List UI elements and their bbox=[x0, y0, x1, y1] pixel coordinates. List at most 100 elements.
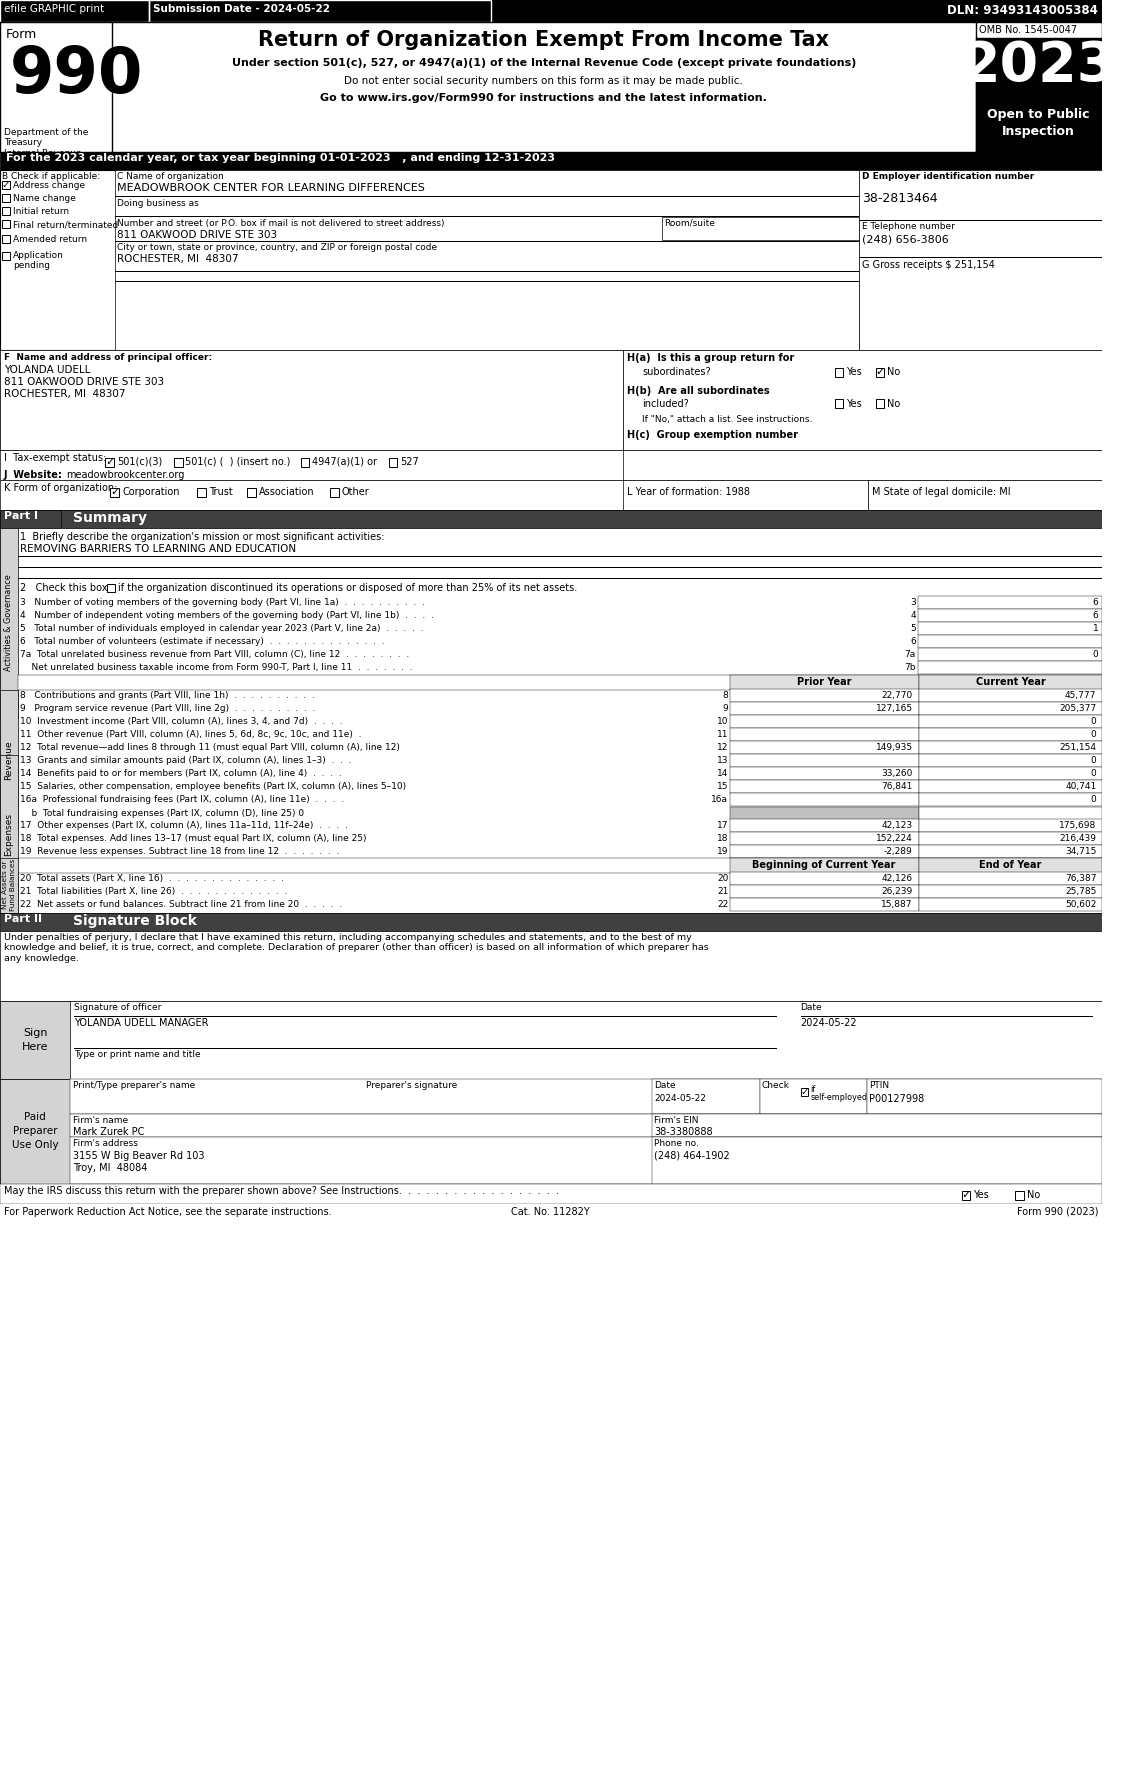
Text: 15: 15 bbox=[717, 782, 728, 791]
Text: subordinates?: subordinates? bbox=[642, 367, 711, 376]
Text: 4   Number of independent voting members of the governing body (Part VI, line 1b: 4 Number of independent voting members o… bbox=[19, 611, 434, 620]
Text: No: No bbox=[887, 367, 901, 376]
Bar bbox=[2, 235, 10, 244]
Bar bbox=[730, 675, 919, 691]
Text: 9: 9 bbox=[723, 705, 728, 713]
Text: L Year of formation: 1988: L Year of formation: 1988 bbox=[627, 487, 750, 496]
Text: 10  Investment income (Part VIII, column (A), lines 3, 4, and 7d)  .  .  .  .: 10 Investment income (Part VIII, column … bbox=[19, 717, 342, 726]
Text: Revenue: Revenue bbox=[5, 740, 14, 781]
Text: 22: 22 bbox=[717, 901, 728, 909]
Text: Net unrelated business taxable income from Form 990-T, Part I, line 11  .  .  . : Net unrelated business taxable income fr… bbox=[19, 662, 412, 673]
Text: YOLANDA UDELL: YOLANDA UDELL bbox=[3, 366, 90, 374]
Bar bbox=[174, 457, 183, 466]
Text: efile GRAPHIC print: efile GRAPHIC print bbox=[3, 4, 104, 14]
Text: meadowbrookcenter.org: meadowbrookcenter.org bbox=[67, 470, 185, 480]
Text: 12: 12 bbox=[717, 743, 728, 752]
Text: Under section 501(c), 527, or 4947(a)(1) of the Internal Revenue Code (except pr: Under section 501(c), 527, or 4947(a)(1)… bbox=[231, 58, 856, 69]
Text: 2023: 2023 bbox=[962, 39, 1115, 94]
Bar bbox=[0, 450, 1102, 480]
Text: 38-2813464: 38-2813464 bbox=[863, 192, 938, 205]
Text: 11: 11 bbox=[717, 729, 728, 738]
Bar bbox=[919, 689, 1102, 703]
Text: Yes: Yes bbox=[847, 399, 863, 410]
Text: ROCHESTER, MI  48307: ROCHESTER, MI 48307 bbox=[3, 389, 125, 399]
Text: 7a  Total unrelated business revenue from Part VIII, column (C), line 12  .  .  : 7a Total unrelated business revenue from… bbox=[19, 650, 409, 659]
Bar bbox=[653, 1114, 1102, 1137]
Text: 152,224: 152,224 bbox=[876, 834, 912, 842]
Text: 2024-05-22: 2024-05-22 bbox=[654, 1093, 706, 1104]
Bar bbox=[730, 858, 919, 872]
Text: ROCHESTER, MI  48307: ROCHESTER, MI 48307 bbox=[117, 254, 238, 263]
Text: 34,715: 34,715 bbox=[1065, 848, 1096, 857]
Text: Yes: Yes bbox=[847, 367, 863, 376]
Bar bbox=[730, 872, 919, 885]
Bar bbox=[919, 703, 1102, 715]
Text: 19  Revenue less expenses. Subtract line 18 from line 12  .  .  .  .  .  .  .: 19 Revenue less expenses. Subtract line … bbox=[19, 848, 339, 857]
Bar bbox=[730, 754, 919, 766]
Text: Amended return: Amended return bbox=[12, 235, 87, 244]
Bar bbox=[0, 1001, 70, 1079]
Bar bbox=[0, 350, 623, 450]
Text: 19: 19 bbox=[717, 848, 728, 857]
Bar bbox=[1015, 1190, 1024, 1199]
Bar bbox=[730, 728, 919, 742]
Text: 21  Total liabilities (Part X, line 26)  .  .  .  .  .  .  .  .  .  .  .  .  .: 21 Total liabilities (Part X, line 26) .… bbox=[19, 887, 287, 895]
Text: 42,126: 42,126 bbox=[882, 874, 912, 883]
Bar bbox=[919, 742, 1102, 754]
Bar bbox=[0, 21, 112, 152]
Bar bbox=[0, 913, 1102, 931]
Bar bbox=[0, 1079, 70, 1183]
Text: included?: included? bbox=[642, 399, 689, 410]
Bar bbox=[18, 675, 1102, 691]
Text: 10: 10 bbox=[717, 717, 728, 726]
Text: 40,741: 40,741 bbox=[1065, 782, 1096, 791]
Text: Other: Other bbox=[342, 487, 369, 496]
Bar bbox=[919, 819, 1102, 832]
Text: 9   Program service revenue (Part VIII, line 2g)  .  .  .  .  .  .  .  .  .  .: 9 Program service revenue (Part VIII, li… bbox=[19, 705, 315, 713]
Text: YOLANDA UDELL MANAGER: YOLANDA UDELL MANAGER bbox=[75, 1017, 209, 1028]
Text: if the organization discontinued its operations or disposed of more than 25% of : if the organization discontinued its ope… bbox=[119, 583, 577, 593]
Bar bbox=[919, 793, 1102, 805]
Text: Paid
Preparer
Use Only: Paid Preparer Use Only bbox=[11, 1113, 59, 1150]
Text: b  Total fundraising expenses (Part IX, column (D), line 25) 0: b Total fundraising expenses (Part IX, c… bbox=[19, 809, 304, 818]
Bar bbox=[0, 170, 1102, 350]
Text: 3   Number of voting members of the governing body (Part VI, line 1a)  .  .  .  : 3 Number of voting members of the govern… bbox=[19, 599, 425, 608]
Text: Signature of officer: Signature of officer bbox=[75, 1003, 161, 1012]
Text: 175,698: 175,698 bbox=[1059, 821, 1096, 830]
Bar bbox=[876, 367, 884, 376]
Text: 811 OAKWOOD DRIVE STE 303: 811 OAKWOOD DRIVE STE 303 bbox=[117, 230, 278, 240]
Bar bbox=[653, 1137, 1102, 1183]
Bar bbox=[962, 1190, 971, 1199]
Text: ✓: ✓ bbox=[1, 180, 10, 191]
Bar bbox=[198, 487, 205, 496]
Bar bbox=[918, 660, 1102, 675]
Bar bbox=[0, 21, 1102, 152]
Text: 205,377: 205,377 bbox=[1059, 705, 1096, 713]
Text: 1: 1 bbox=[1093, 623, 1099, 632]
Bar bbox=[730, 781, 919, 793]
Text: 8: 8 bbox=[723, 691, 728, 699]
Text: 22  Net assets or fund balances. Subtract line 21 from line 20  .  .  .  .  .: 22 Net assets or fund balances. Subtract… bbox=[19, 901, 342, 909]
Bar bbox=[919, 844, 1102, 858]
Bar bbox=[0, 0, 149, 21]
Text: 14: 14 bbox=[717, 768, 728, 779]
Text: Corporation: Corporation bbox=[122, 487, 180, 496]
Text: D Employer identification number: D Employer identification number bbox=[863, 171, 1034, 180]
Bar bbox=[0, 510, 61, 528]
Text: Name change: Name change bbox=[12, 194, 76, 203]
Bar bbox=[0, 0, 1102, 21]
Text: PTIN: PTIN bbox=[869, 1081, 889, 1090]
Text: For the 2023 calendar year, or tax year beginning 01-01-2023   , and ending 12-3: For the 2023 calendar year, or tax year … bbox=[6, 154, 554, 162]
Text: 216,439: 216,439 bbox=[1059, 834, 1096, 842]
Bar bbox=[867, 1079, 1102, 1114]
Bar bbox=[0, 510, 1102, 528]
Text: Initial return: Initial return bbox=[12, 207, 69, 215]
Bar bbox=[919, 858, 1102, 872]
Text: J  Website:: J Website: bbox=[3, 470, 63, 480]
Text: 76,387: 76,387 bbox=[1065, 874, 1096, 883]
Bar bbox=[0, 931, 1102, 1001]
Text: 25,785: 25,785 bbox=[1065, 887, 1096, 895]
Text: P00127998: P00127998 bbox=[869, 1093, 925, 1104]
Text: 20: 20 bbox=[717, 874, 728, 883]
Text: 811 OAKWOOD DRIVE STE 303: 811 OAKWOOD DRIVE STE 303 bbox=[3, 376, 164, 387]
